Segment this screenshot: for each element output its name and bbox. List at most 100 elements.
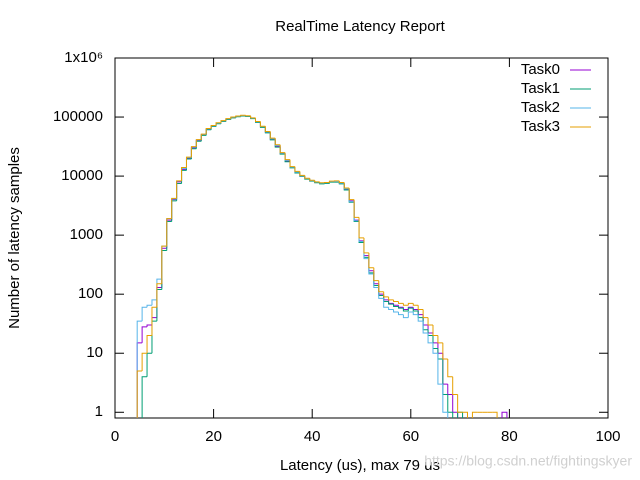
histogram-step bbox=[279, 145, 286, 154]
histogram-step bbox=[181, 169, 187, 184]
legend-label: Task2 bbox=[521, 99, 560, 116]
histogram-step bbox=[442, 384, 449, 418]
histogram-step bbox=[492, 411, 498, 418]
histogram-step bbox=[358, 221, 364, 244]
histogram-step bbox=[151, 299, 157, 306]
y-axis-label: Number of latency samples bbox=[6, 147, 23, 329]
histogram-step bbox=[190, 148, 197, 159]
histogram-step bbox=[161, 245, 167, 280]
histogram-step bbox=[388, 307, 394, 311]
histogram-step bbox=[230, 116, 236, 119]
histogram-step bbox=[432, 325, 438, 336]
histogram-step bbox=[185, 157, 192, 170]
histogram-step bbox=[358, 217, 364, 239]
histogram-step bbox=[136, 342, 143, 418]
x-tick-label: 0 bbox=[111, 428, 119, 445]
histogram-step bbox=[314, 180, 320, 183]
histogram-step bbox=[156, 289, 162, 322]
histogram-step bbox=[437, 335, 443, 344]
histogram-step bbox=[141, 352, 148, 372]
histogram-step bbox=[240, 115, 246, 117]
histogram-step bbox=[452, 376, 458, 396]
histogram-step bbox=[200, 134, 207, 142]
histogram-step bbox=[417, 305, 424, 311]
histogram-step bbox=[141, 376, 148, 418]
histogram-step bbox=[240, 114, 246, 117]
histogram-step bbox=[397, 305, 404, 308]
histogram-step bbox=[368, 258, 374, 275]
histogram-step bbox=[383, 298, 389, 308]
histogram-step bbox=[412, 307, 419, 311]
histogram-step bbox=[141, 326, 148, 343]
histogram-step bbox=[166, 221, 172, 251]
histogram-step bbox=[210, 126, 217, 130]
histogram-step bbox=[319, 181, 325, 184]
histogram-step bbox=[161, 247, 167, 288]
histogram-step bbox=[215, 122, 221, 126]
watermark: https://blog.csdn.net/fightingskyer bbox=[424, 453, 632, 469]
histogram-step bbox=[378, 283, 384, 295]
x-axis-label: Latency (us), max 79 us bbox=[280, 457, 440, 474]
histogram-step bbox=[171, 198, 177, 219]
histogram-step bbox=[368, 252, 374, 269]
histogram-step bbox=[250, 115, 256, 119]
y-tick-label: 1000 bbox=[70, 226, 103, 243]
histogram-step bbox=[185, 156, 192, 168]
histogram-step bbox=[437, 353, 443, 385]
histogram-step bbox=[161, 249, 167, 290]
legend-label: Task0 bbox=[521, 61, 560, 78]
histogram-step bbox=[259, 121, 266, 127]
histogram-step bbox=[432, 335, 438, 350]
histogram-step bbox=[274, 138, 281, 146]
histogram-step bbox=[397, 311, 404, 316]
histogram-step bbox=[289, 159, 295, 168]
histogram-step bbox=[146, 304, 152, 308]
histogram-step bbox=[328, 181, 335, 184]
chart-title: RealTime Latency Report bbox=[275, 18, 445, 35]
histogram-step bbox=[378, 280, 384, 293]
x-tick-label: 100 bbox=[595, 428, 620, 445]
histogram-step bbox=[452, 394, 459, 418]
histogram-step bbox=[284, 152, 291, 161]
histogram-step bbox=[437, 342, 443, 354]
histogram-step bbox=[353, 201, 360, 222]
histogram-step bbox=[393, 309, 399, 313]
histogram-step bbox=[294, 166, 300, 172]
histogram-step bbox=[185, 158, 192, 171]
histogram-step bbox=[383, 291, 389, 298]
histogram-step bbox=[146, 324, 152, 327]
histogram-step bbox=[442, 342, 448, 360]
histogram-step bbox=[205, 129, 212, 136]
histogram-step bbox=[388, 299, 394, 304]
y-tick-label: 1 bbox=[95, 403, 103, 420]
legend-label: Task3 bbox=[521, 118, 560, 135]
histogram-step bbox=[176, 180, 182, 199]
histogram-step bbox=[432, 333, 438, 344]
histogram-step bbox=[146, 352, 152, 377]
histogram-step bbox=[304, 175, 310, 179]
histogram-step bbox=[393, 304, 399, 307]
histogram-step bbox=[205, 127, 212, 135]
histogram-step bbox=[393, 299, 399, 303]
histogram-step bbox=[427, 325, 433, 334]
histogram-step bbox=[353, 199, 360, 218]
histogram-step bbox=[225, 118, 231, 121]
histogram-step bbox=[176, 182, 182, 201]
histogram-step bbox=[388, 301, 394, 305]
histogram-step bbox=[235, 116, 241, 118]
histogram-step bbox=[136, 320, 143, 418]
y-tick-label: 1x10⁶ bbox=[64, 49, 103, 66]
y-tick-label: 100000 bbox=[53, 108, 103, 125]
histogram-step bbox=[422, 309, 429, 319]
plot-frame bbox=[114, 57, 609, 419]
histogram-step bbox=[407, 311, 414, 318]
histogram-step bbox=[358, 220, 364, 243]
histogram-step bbox=[190, 147, 197, 159]
histogram-step bbox=[166, 218, 172, 247]
histogram-step bbox=[432, 342, 438, 354]
histogram-step bbox=[427, 317, 433, 326]
histogram-step bbox=[348, 187, 355, 201]
histogram-step bbox=[412, 308, 419, 312]
histogram-step bbox=[407, 307, 414, 311]
